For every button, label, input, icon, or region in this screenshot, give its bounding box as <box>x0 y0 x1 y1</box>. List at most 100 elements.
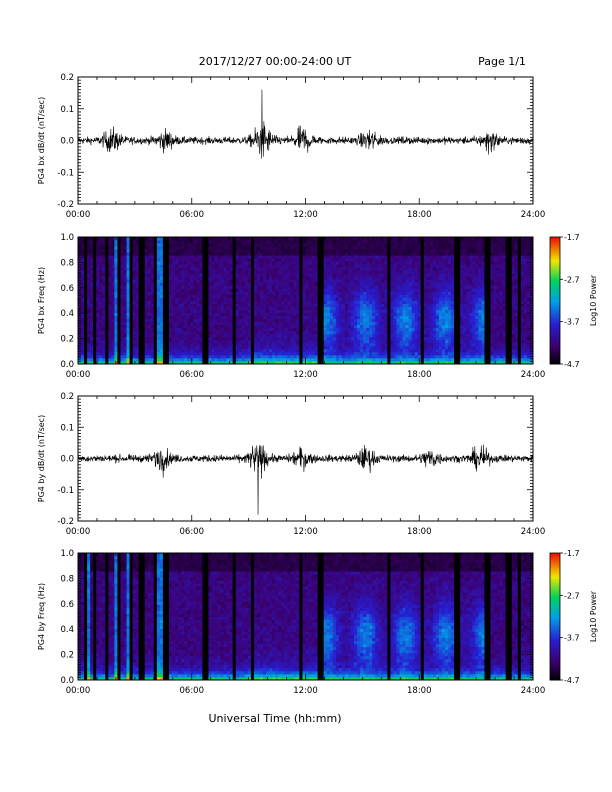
spectrogram-cell <box>199 291 203 295</box>
spectrogram-cell <box>123 267 127 271</box>
spectrogram-cell <box>126 360 130 365</box>
spectrogram-cell <box>360 240 364 244</box>
spectrogram-cell <box>129 237 133 241</box>
spectrogram-cell <box>293 273 297 277</box>
spectrogram-cell <box>344 318 349 323</box>
spectrogram-cell <box>378 258 382 262</box>
spectrogram-cell <box>156 276 161 280</box>
spectrogram-cell <box>90 360 94 365</box>
spectrogram-cell <box>156 237 161 241</box>
spectrogram-cell <box>390 309 394 313</box>
spectrogram-cell <box>384 288 388 292</box>
spectrogram-cell <box>205 240 209 244</box>
spectrogram-cell <box>405 276 410 280</box>
spectrogram-cell <box>284 339 288 344</box>
spectrogram-cell <box>408 261 413 265</box>
spectrogram-cell <box>93 318 97 323</box>
spectrogram-cell <box>144 324 149 329</box>
spectrogram-cell <box>196 285 200 289</box>
spectrogram-cell <box>175 300 179 304</box>
spectrogram-cell <box>81 261 85 265</box>
spectrogram-cell <box>241 276 246 280</box>
spectrogram-cell <box>314 255 319 259</box>
spectrogram-cell <box>126 291 130 295</box>
spectrogram-cell <box>420 354 425 359</box>
spectrogram-cell <box>314 324 319 329</box>
spectrogram-cell <box>399 315 403 320</box>
spectrogram-cell <box>153 282 158 286</box>
spectrogram-cell <box>123 276 127 280</box>
spectrogram-cell <box>308 357 312 362</box>
spectrogram-cell <box>253 312 258 317</box>
spectrogram-cell <box>347 282 352 286</box>
spectrogram-cell <box>156 279 161 283</box>
spectrogram-cell <box>141 315 146 320</box>
spectrogram-cell <box>360 318 364 323</box>
spectrogram-cell <box>256 285 261 289</box>
spectrogram-cell <box>93 312 97 317</box>
spectrogram-cell <box>390 282 394 286</box>
spectrogram-cell <box>162 330 167 335</box>
spectrogram-cell <box>338 255 343 259</box>
spectrogram-cell <box>411 300 416 304</box>
spectrogram-cell <box>360 282 364 286</box>
spectrogram-cell <box>126 357 130 362</box>
spectrogram-cell <box>396 315 400 320</box>
spectrogram-cell <box>90 276 94 280</box>
spectrogram-cell <box>172 255 176 259</box>
spectrogram-cell <box>132 294 137 298</box>
spectrogram-cell <box>244 249 249 253</box>
spectrogram-cell <box>293 309 297 313</box>
spectrogram-cell <box>172 309 176 313</box>
spectrogram-cell <box>211 351 215 356</box>
spectrogram-cell <box>220 321 224 326</box>
spectrogram-cell <box>99 351 103 356</box>
spectrogram-cell <box>105 237 109 241</box>
spectrogram-cell <box>162 306 167 310</box>
spectrogram-cell <box>326 297 331 301</box>
spectrogram-cell <box>172 297 176 301</box>
spectrogram-cell <box>302 276 306 280</box>
spectrogram-cell <box>299 279 303 283</box>
spectrogram-cell <box>281 264 285 268</box>
spectrogram-cell <box>402 330 406 335</box>
spectrogram-cell <box>323 276 328 280</box>
spectrogram-cell <box>99 324 103 329</box>
spectrogram-cell <box>150 237 155 241</box>
spectrogram-cell <box>241 339 246 344</box>
spectrogram-cell <box>172 360 176 365</box>
spectrogram-cell <box>247 273 252 277</box>
spectrogram-cell <box>408 333 413 338</box>
spectrogram-cell <box>317 339 322 344</box>
spectrogram-cell <box>402 282 406 286</box>
spectrogram-cell <box>396 303 400 307</box>
spectrogram-cell <box>132 312 137 317</box>
spectrogram-cell <box>260 306 264 310</box>
spectrogram-cell <box>351 270 355 274</box>
spectrogram-cell <box>199 306 203 310</box>
spectrogram-cell <box>108 255 112 259</box>
spectrogram-cell <box>253 309 258 313</box>
spectrogram-cell <box>290 327 294 332</box>
spectrogram-cell <box>165 306 170 310</box>
spectrogram-cell <box>229 237 234 241</box>
spectrogram-cell <box>293 264 297 268</box>
spectrogram-cell <box>153 351 158 356</box>
spectrogram-cell <box>147 279 152 283</box>
spectrogram-cell <box>211 333 215 338</box>
spectrogram-cell <box>284 321 288 326</box>
figure-title: 2017/12/27 00:00-24:00 UT <box>199 55 352 68</box>
spectrogram-cell <box>96 309 100 313</box>
spectrogram-cell <box>147 303 152 307</box>
spectrogram-cell <box>102 345 106 350</box>
spectrogram-cell <box>414 321 419 326</box>
spectrogram-cell <box>162 339 167 344</box>
spectrogram-cell <box>217 327 221 332</box>
spectrogram-cell <box>156 360 161 365</box>
spectrogram-cell <box>211 312 215 317</box>
spectrogram-cell <box>317 303 322 307</box>
spectrogram-cell <box>272 285 276 289</box>
spectrogram-cell <box>190 324 194 329</box>
spectrogram-cell <box>117 249 121 253</box>
spectrogram-cell <box>387 303 391 307</box>
